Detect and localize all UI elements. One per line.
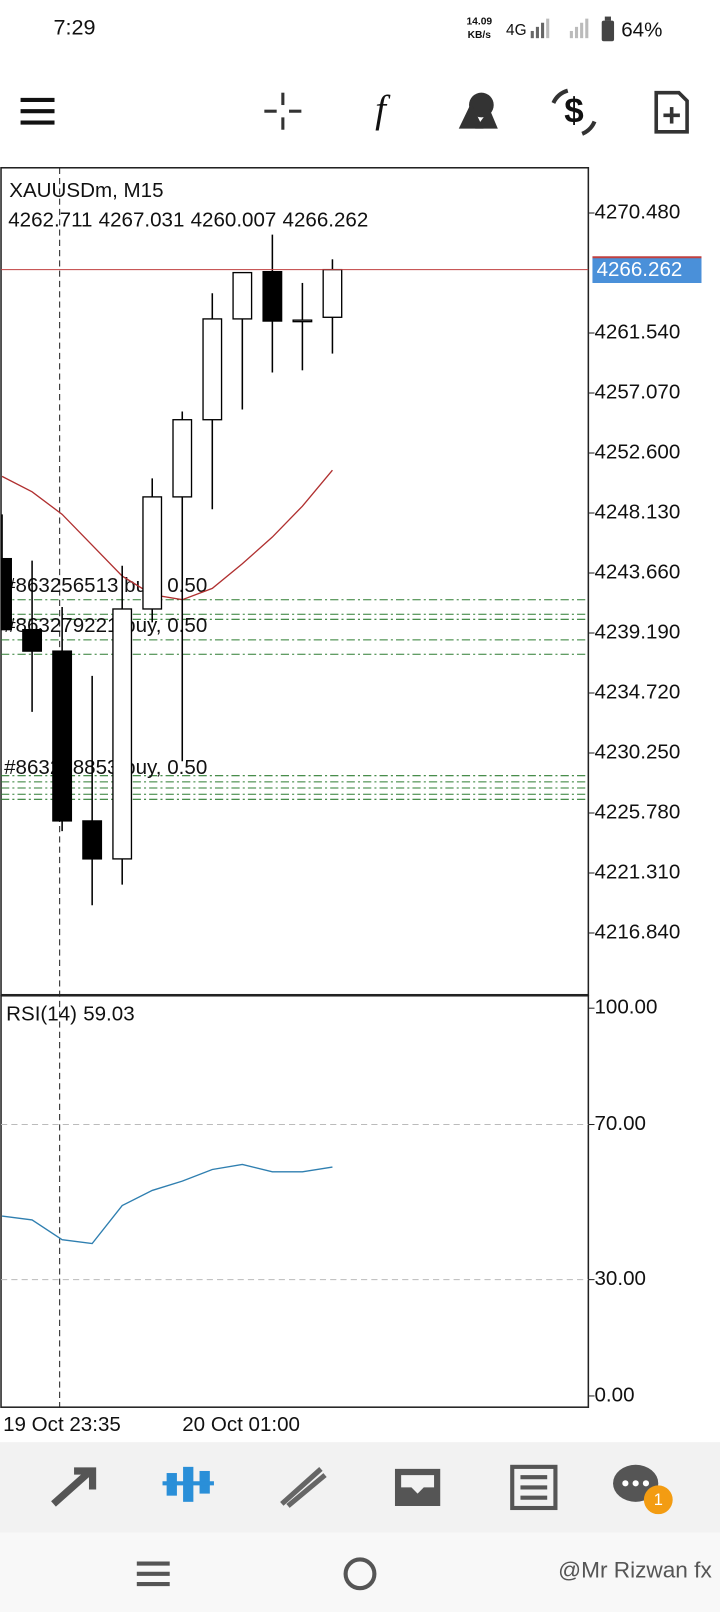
- candle-body: [172, 419, 193, 498]
- trade-tab[interactable]: [280, 1466, 327, 1508]
- chart-tab[interactable]: [162, 1466, 214, 1502]
- ohlc-value: 4260.007: [191, 209, 277, 232]
- bid-label-box: [592, 257, 702, 283]
- objects-button[interactable]: [458, 92, 498, 129]
- rsi-plot: [1, 1123, 589, 1281]
- candle-body: [292, 319, 313, 323]
- moving-average: [1, 469, 333, 601]
- candle-body: [202, 318, 223, 421]
- candle-body: [22, 628, 43, 652]
- candle-body: [142, 496, 163, 610]
- quotes-tab[interactable]: [51, 1467, 97, 1507]
- ohlc-value: 4262.711: [8, 209, 92, 232]
- rsi-title: RSI(14) 59.03: [6, 1003, 134, 1026]
- y-tick-label: 4239.190: [595, 620, 681, 643]
- y-tick-label: 4248.130: [595, 500, 681, 523]
- symbol-title: XAUUSDm, M15: [9, 179, 163, 202]
- svg-text:$: $: [564, 91, 583, 130]
- messages-tab[interactable]: [613, 1464, 673, 1515]
- y-tick-label: 4257.070: [595, 380, 681, 403]
- candle-body: [82, 820, 103, 860]
- trade-button[interactable]: $: [551, 88, 597, 136]
- y-tick-label: 4243.660: [595, 560, 681, 583]
- home-button[interactable]: [343, 1557, 377, 1591]
- ohlc-value: 4267.031: [99, 209, 185, 232]
- y-tick-label: 4230.250: [595, 740, 681, 763]
- net-speed: 14.09: [466, 16, 492, 27]
- ohlc-value: 4266.262: [283, 209, 369, 232]
- signal-icons: [530, 16, 615, 42]
- rsi-name: RSI(14): [6, 1003, 77, 1026]
- candle-body: [52, 650, 73, 822]
- crosshair-time: 19 Oct 23:35: [3, 1413, 121, 1436]
- rsi-line: [1, 1163, 333, 1245]
- candle-body: [322, 268, 343, 318]
- candle-body: [1, 557, 12, 631]
- main-plot: #863256513 buy, 0.50 #863279221 buy, 0.50…: [1, 234, 589, 906]
- y-tick-label: 4252.600: [595, 440, 681, 463]
- order-label: #863256513 buy, 0.50: [4, 574, 207, 597]
- history-tab[interactable]: [394, 1468, 441, 1506]
- indicators-button[interactable]: f: [375, 88, 391, 131]
- message-badge: 1: [654, 1491, 663, 1509]
- recents-button[interactable]: [136, 1561, 170, 1587]
- y-tick-label: 4216.840: [595, 920, 681, 943]
- y-tick-label: 0.00: [595, 1383, 635, 1406]
- battery-level: 64%: [621, 18, 662, 41]
- bid-label: 4266.262: [597, 258, 683, 281]
- y-tick-label: 30.00: [595, 1267, 646, 1290]
- news-tab[interactable]: [510, 1464, 558, 1511]
- order-label: #863288853 buy, 0.50: [4, 756, 207, 779]
- y-tick-label: 100.00: [595, 996, 658, 1019]
- watermark: @Mr Rizwan fx: [558, 1558, 712, 1583]
- rsi-frame: [0, 994, 590, 1408]
- axes: 4270.480 4261.540 4257.070 4252.600 4248.130…: [6, 200, 702, 1436]
- y-tick-label: 4261.540: [595, 320, 681, 343]
- candle-body: [112, 608, 133, 860]
- candle-body: [232, 271, 253, 320]
- y-tick-label: 4221.310: [595, 860, 681, 883]
- y-tick-label: 4225.780: [595, 800, 681, 823]
- y-tick-label: 4234.720: [595, 680, 681, 703]
- net-speed-unit: KB/s: [468, 30, 492, 41]
- status-time: 7:29: [53, 15, 95, 40]
- ohlc-header: 4262.711 4267.031 4260.007 4266.262: [8, 209, 368, 232]
- crosshair-button[interactable]: [264, 92, 302, 130]
- candle-body: [262, 270, 283, 322]
- order-label: #863279221 buy, 0.50: [4, 614, 207, 637]
- system-nav: [0, 1532, 720, 1612]
- x-tick-label: 20 Oct 01:00: [182, 1413, 300, 1436]
- rsi-value: 59.03: [83, 1003, 134, 1026]
- network-type: 4G: [506, 22, 527, 39]
- y-tick-label: 4270.480: [595, 200, 681, 223]
- y-tick-label: 70.00: [595, 1112, 646, 1135]
- tab-bar: [0, 1442, 720, 1533]
- menu-button[interactable]: [20, 97, 55, 125]
- new-order-button[interactable]: [654, 90, 689, 134]
